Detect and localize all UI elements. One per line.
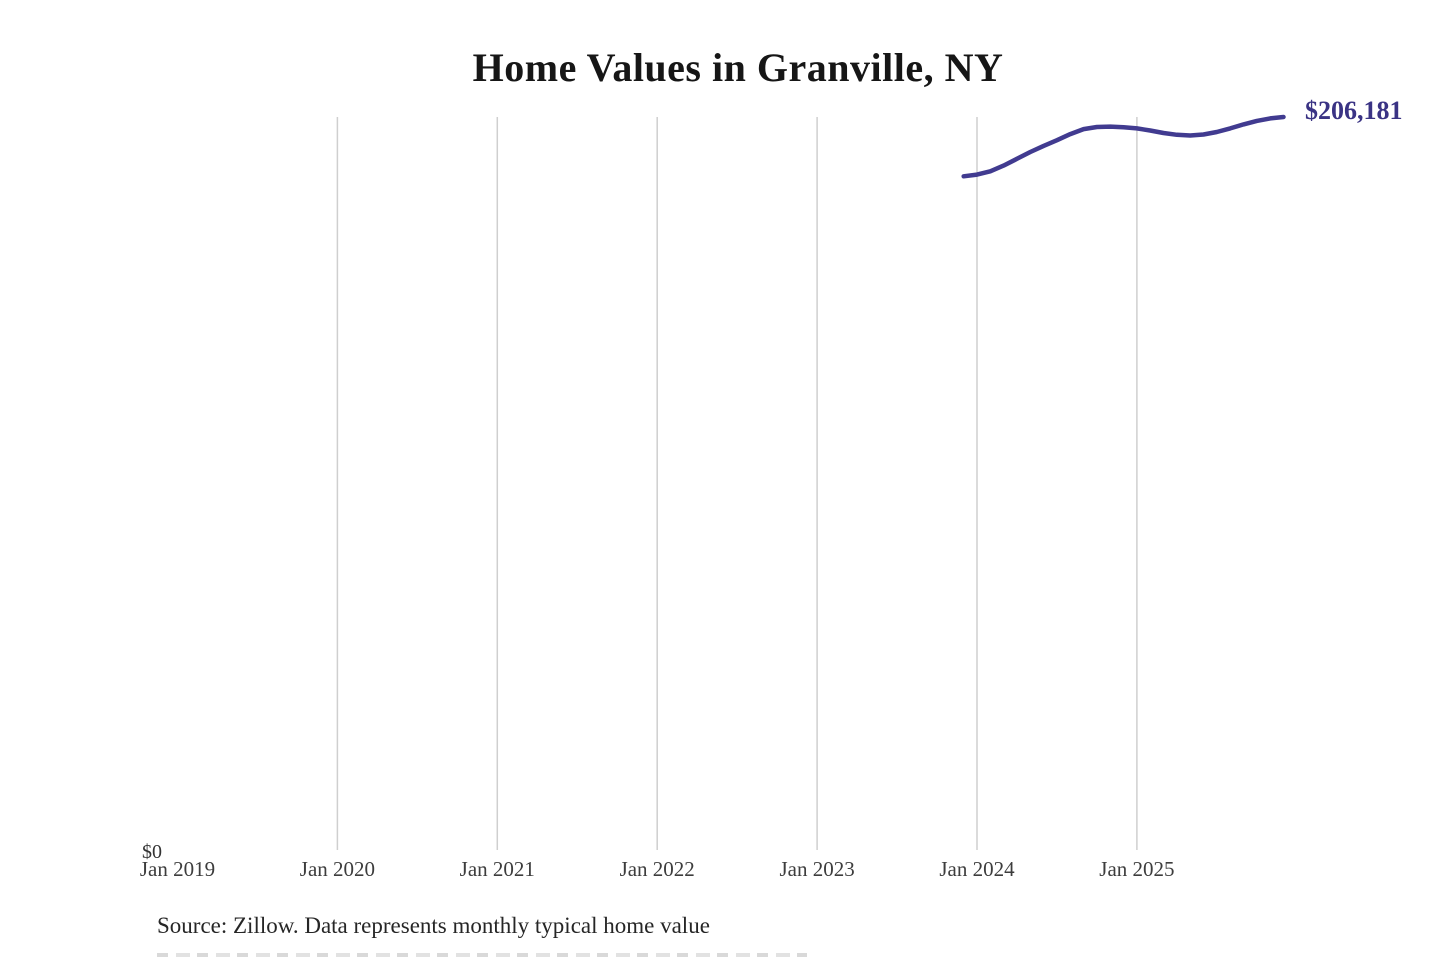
cutoff-text-line-fragment [157,953,807,957]
vertical-gridlines [336,117,1138,850]
y-axis-zero-tick-label: $0 [142,841,162,863]
home-value-line-series [961,114,1286,179]
x-axis-tick-label: Jan 2020 [299,857,376,881]
x-axis-tick-label: Jan 2021 [459,857,535,881]
source-attribution-text: Source: Zillow. Data represents monthly … [157,913,710,938]
x-axis-tick-label: Jan 2023 [779,857,855,881]
latest-value-annotation: $206,181 [1305,96,1403,125]
x-axis-tick-label: Jan 2025 [1099,857,1175,881]
chart-title: Home Values in Granville, NY [472,45,1004,90]
x-axis-tick-label: Jan 2022 [619,857,695,881]
x-axis-tick-label: Jan 2019 [139,857,216,881]
x-axis-tick-label: Jan 2024 [939,857,1015,881]
